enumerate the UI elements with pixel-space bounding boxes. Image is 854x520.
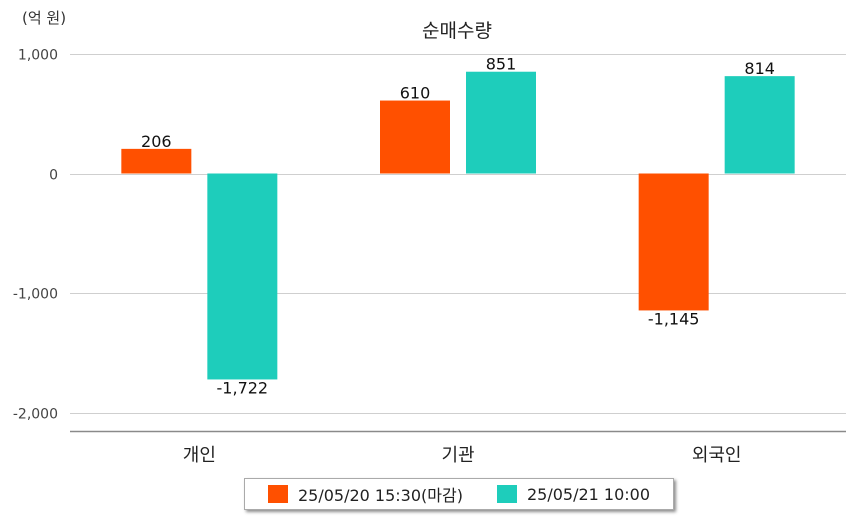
- y-tick-label: 1,000: [18, 48, 58, 64]
- bar-2-2[interactable]: [466, 71, 536, 174]
- bar-2-3[interactable]: [724, 76, 795, 174]
- data-label: 814: [744, 59, 775, 78]
- grid-lines: [70, 54, 846, 414]
- unit-label: (억 원): [22, 9, 66, 27]
- data-label: 206: [141, 132, 172, 151]
- bars: [121, 71, 795, 380]
- data-label: -1,722: [217, 378, 269, 397]
- bar-1-2[interactable]: [380, 100, 450, 174]
- legend-label-series-2: 25/05/21 10:00: [526, 484, 651, 504]
- axes: 1,000 0 -1,000 -2,000 개인 기관 외국인: [13, 48, 846, 466]
- x-tick-label: 기관: [441, 445, 474, 466]
- legend-item-series-2[interactable]: 25/05/21 10:00: [496, 484, 651, 504]
- y-tick-label: -1,000: [13, 287, 58, 303]
- legend-item-series-1[interactable]: 25/05/20 15:30(마감): [267, 482, 463, 506]
- x-tick-label: 개인: [183, 445, 216, 466]
- legend[interactable]: 25/05/20 15:30(마감) 25/05/21 10:00: [244, 478, 674, 510]
- bar-chart: (억 원) 순매수량 206 -1,722 610 851 -1,145 814 1,00…: [13, 9, 846, 466]
- legend-swatch-series-2: [496, 485, 517, 503]
- bar-1-1[interactable]: [121, 148, 192, 174]
- data-label: 610: [400, 84, 431, 103]
- bar-1-3[interactable]: [638, 173, 709, 311]
- chart-title: 순매수량: [422, 20, 492, 42]
- y-tick-label: -2,000: [13, 407, 58, 423]
- legend-label-series-1: 25/05/20 15:30(마감): [297, 486, 463, 505]
- x-tick-label: 외국인: [692, 445, 742, 466]
- data-labels: 206 -1,722 610 851 -1,145 814: [141, 55, 775, 398]
- y-tick-label: 0: [49, 168, 58, 184]
- legend-swatch-series-1: [267, 485, 288, 503]
- data-label: 851: [486, 55, 517, 74]
- data-label: -1,145: [648, 309, 700, 328]
- bar-2-1[interactable]: [207, 173, 278, 380]
